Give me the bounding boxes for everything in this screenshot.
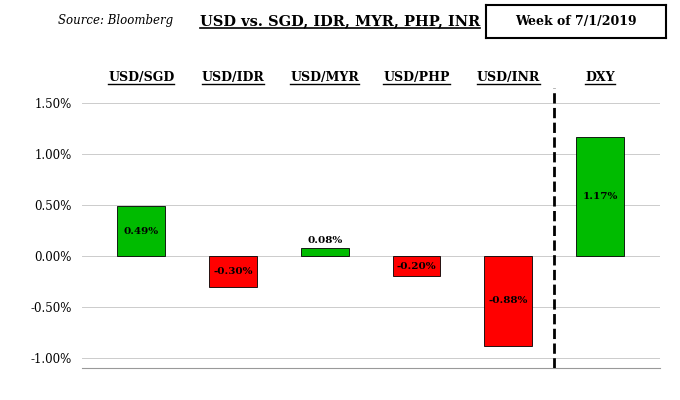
Text: USD/SGD: USD/SGD <box>108 71 174 84</box>
Text: 1.17%: 1.17% <box>582 192 617 201</box>
Text: USD/MYR: USD/MYR <box>290 71 359 84</box>
Bar <box>392 256 441 276</box>
Text: Week of 7/1/2019: Week of 7/1/2019 <box>515 15 637 28</box>
Text: -0.20%: -0.20% <box>396 262 437 271</box>
Text: USD/IDR: USD/IDR <box>201 71 265 84</box>
Text: -0.88%: -0.88% <box>488 296 528 305</box>
Text: USD/PHP: USD/PHP <box>384 71 449 84</box>
Bar <box>301 248 349 256</box>
Bar <box>118 206 165 256</box>
Text: USD/INR: USD/INR <box>477 71 540 84</box>
Bar <box>576 137 624 256</box>
Text: DXY: DXY <box>585 71 615 84</box>
Text: 0.49%: 0.49% <box>124 226 159 236</box>
Bar <box>209 256 257 286</box>
Text: Source: Bloomberg: Source: Bloomberg <box>58 14 173 27</box>
Text: 0.08%: 0.08% <box>307 236 342 245</box>
Bar <box>484 256 532 346</box>
Text: -0.30%: -0.30% <box>214 267 253 276</box>
Text: USD vs. SGD, IDR, MYR, PHP, INR: USD vs. SGD, IDR, MYR, PHP, INR <box>200 14 480 28</box>
